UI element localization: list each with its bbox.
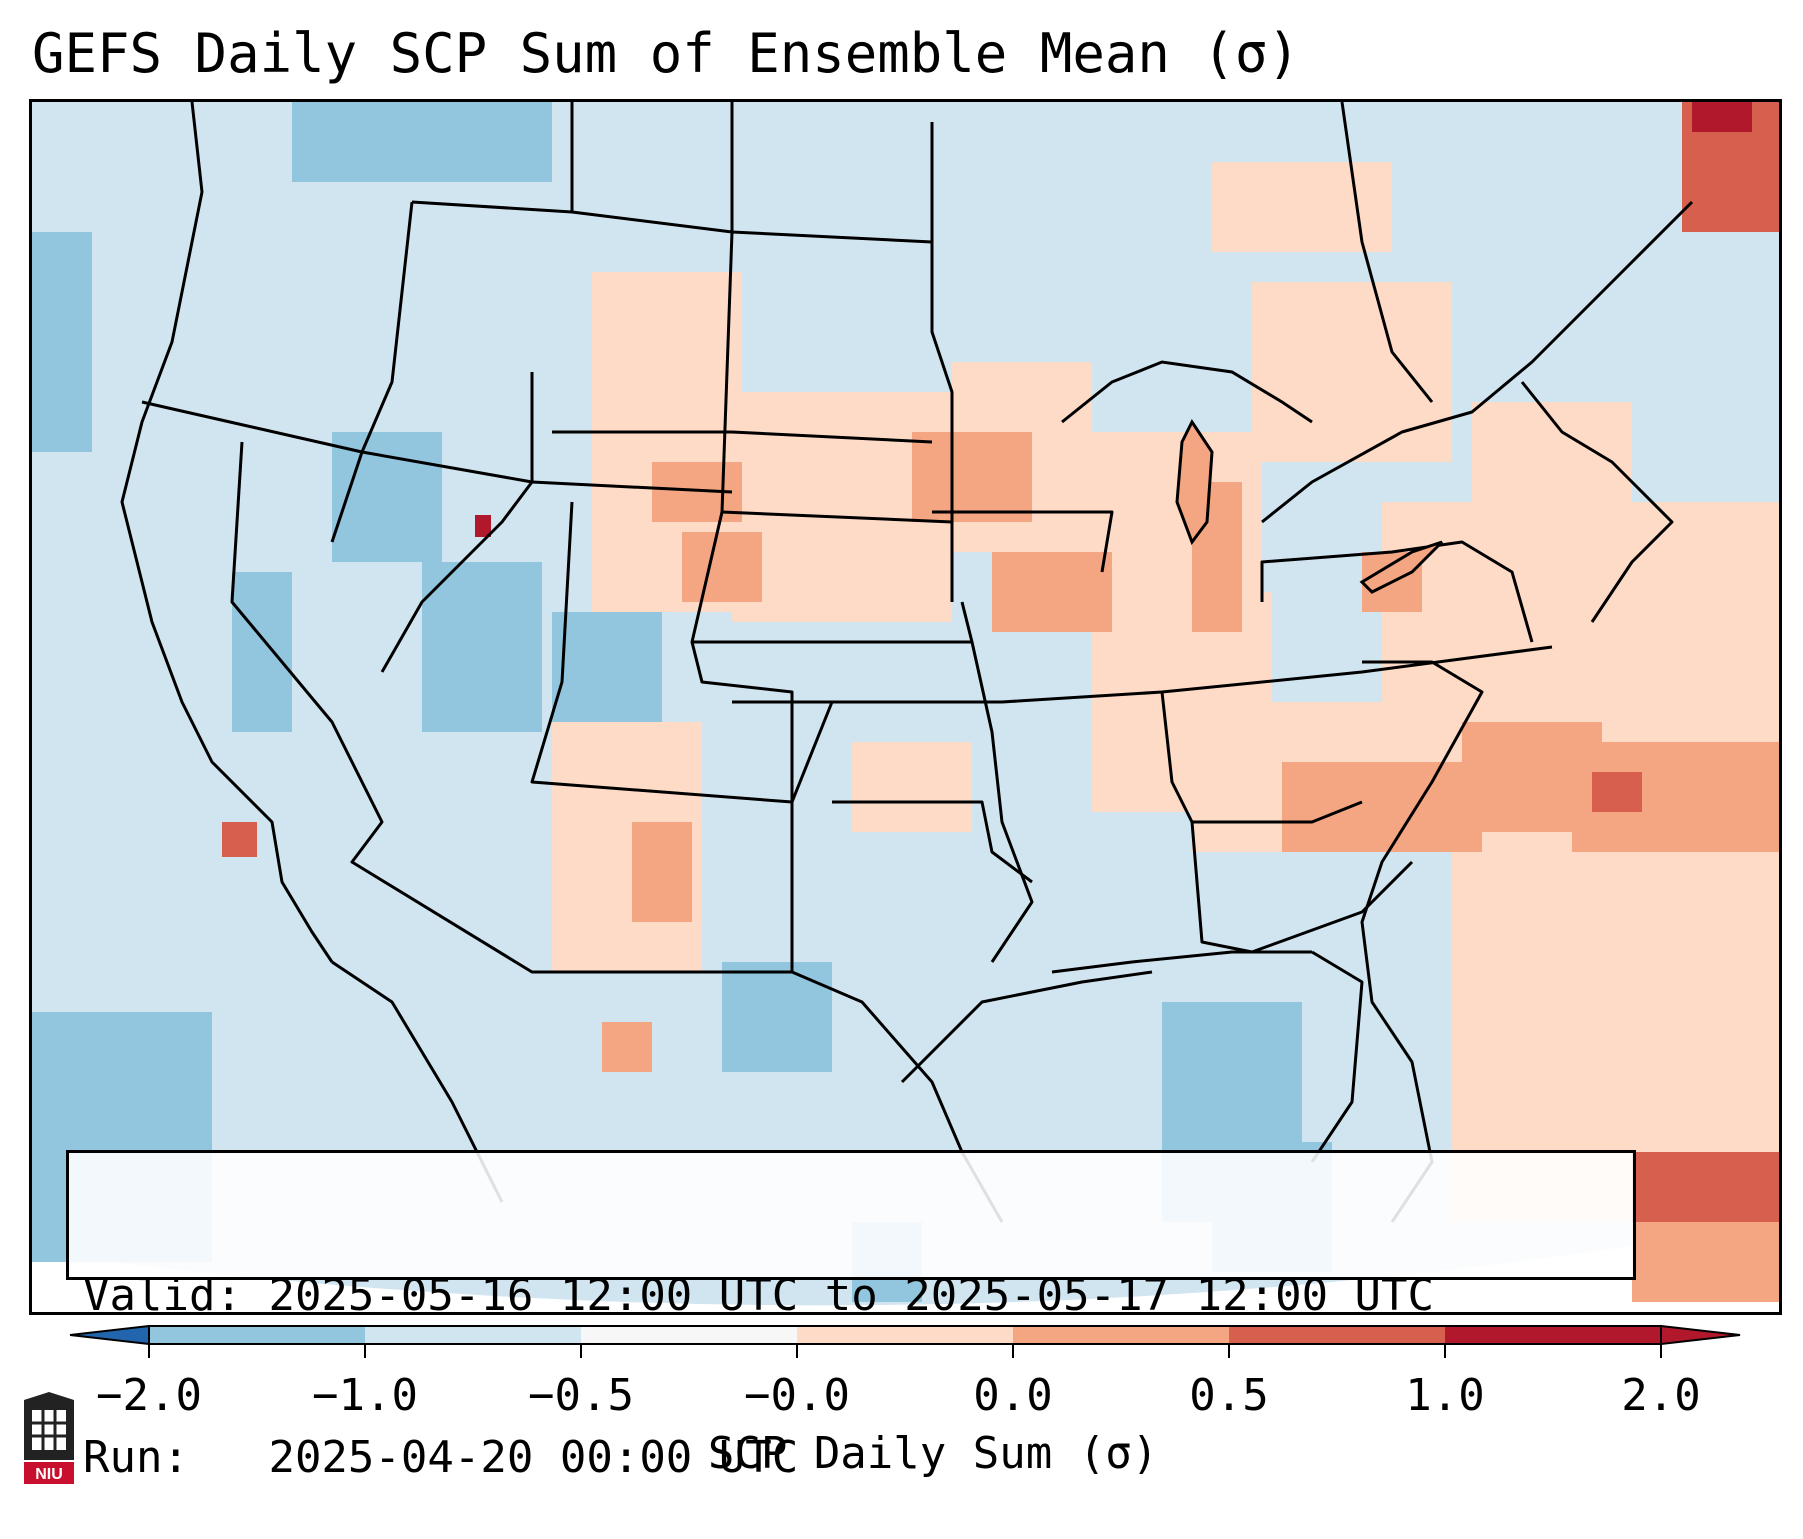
colorbar-segment [1229, 1326, 1446, 1344]
lake-superior [1061, 360, 1313, 424]
valid-label: Valid: [83, 1270, 242, 1321]
colorbar-tick-label: −0.5 [528, 1370, 634, 1421]
colorbar-extend-high [1660, 1324, 1741, 1346]
great-lakes [1175, 419, 1444, 594]
colorbar-segment [581, 1326, 798, 1344]
valid-run-info-box: Valid: 2025-05-16 12:00 UTC to 2025-05-1… [66, 1150, 1636, 1483]
colorbar-segment [1445, 1326, 1662, 1344]
run-row: Run: 2025-04-20 00:00 UTC [83, 1431, 1633, 1485]
colorbar-tick-label: −0.0 [744, 1370, 850, 1421]
run-text: 2025-04-20 00:00 UTC [268, 1432, 799, 1483]
colorbar-segment [797, 1326, 1014, 1344]
colorbar-outline [148, 1325, 1662, 1345]
colorbar-tick-label: 0.5 [1189, 1370, 1269, 1421]
run-label: Run: [83, 1432, 189, 1483]
colorbar-tick-label: −2.0 [96, 1370, 202, 1421]
positive-anomaly-patches [552, 162, 1779, 1222]
extreme-anomaly-patches [475, 102, 1752, 537]
colorbar-axis-title: SCP Daily Sum (σ) [707, 1428, 1159, 1479]
colorbar-segment [365, 1326, 582, 1344]
map-panel [29, 99, 1782, 1315]
valid-text: 2025-05-16 12:00 UTC to 2025-05-17 12:00… [268, 1270, 1435, 1321]
colorbar-segment [149, 1326, 366, 1344]
colorbar [70, 1324, 1741, 1358]
colorbar-segments [149, 1326, 1662, 1344]
map-svg [32, 102, 1779, 1306]
valid-row: Valid: 2025-05-16 12:00 UTC to 2025-05-1… [83, 1269, 1633, 1323]
colorbar-tick-label: 1.0 [1405, 1370, 1485, 1421]
logo-text: NIU [35, 1466, 63, 1483]
colorbar-ticks [148, 1344, 1662, 1358]
colorbar-tick-label: 2.0 [1621, 1370, 1701, 1421]
colorbar-extend-low [70, 1324, 150, 1346]
colorbar-tick-label: −1.0 [312, 1370, 418, 1421]
state-boundaries [120, 102, 1694, 1223]
colorbar-tick-label: 0.0 [973, 1370, 1053, 1421]
colorbar-segment [1013, 1326, 1230, 1344]
niu-logo-icon: NIU [24, 1392, 74, 1484]
chart-title: GEFS Daily SCP Sum of Ensemble Mean (σ) [32, 22, 1300, 85]
